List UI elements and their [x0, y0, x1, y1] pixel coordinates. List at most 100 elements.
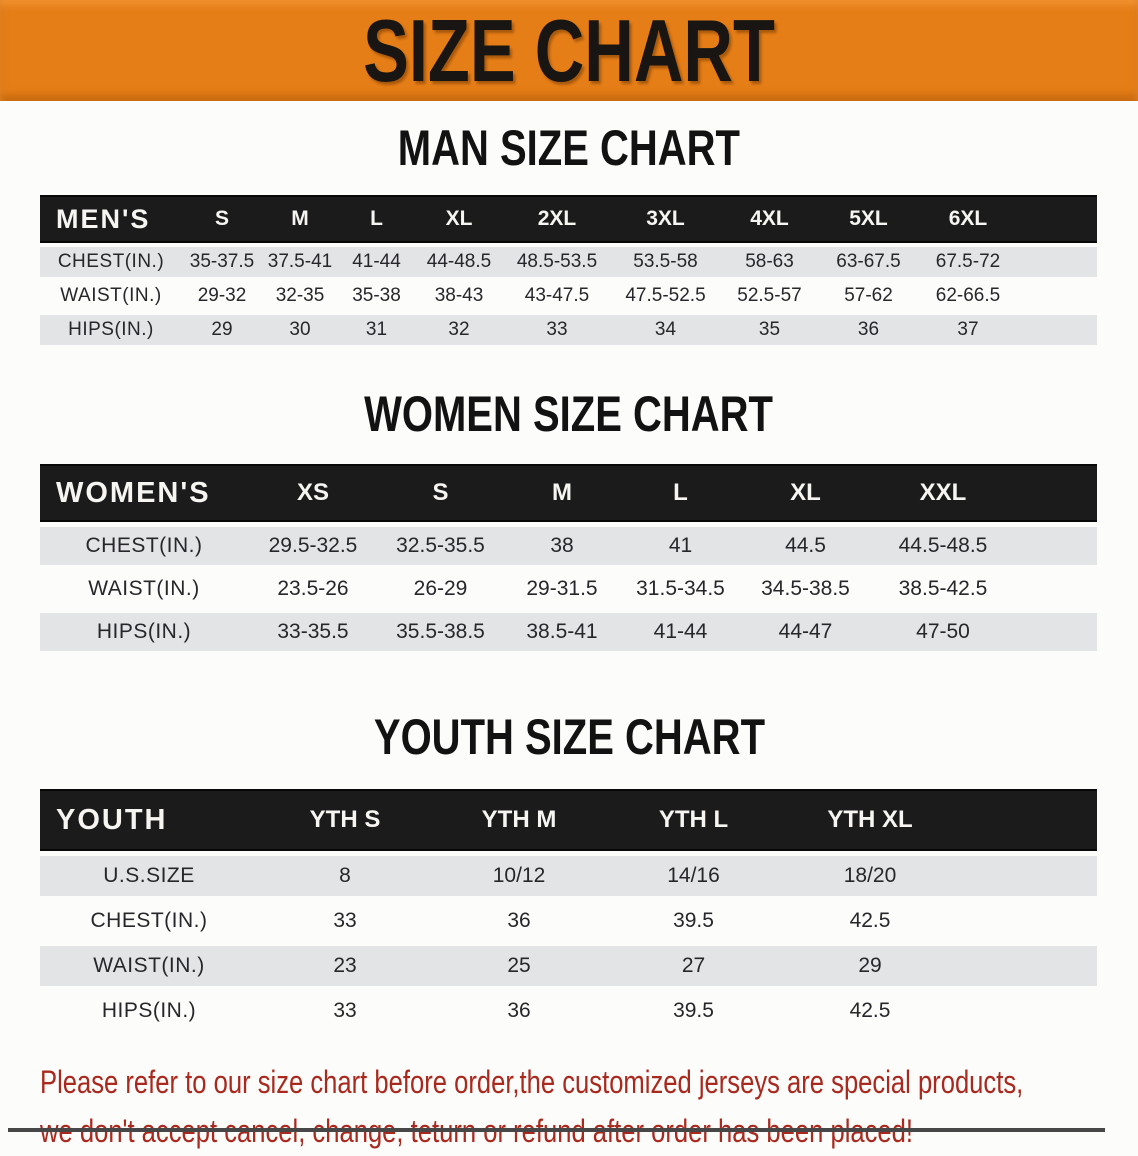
measurement-value: 44-48.5: [415, 247, 503, 277]
measurement-value: 44.5-48.5: [871, 527, 1015, 565]
women-size-table: WOMEN'S XS S M L XL XXL CHEST(IN.) 29.5-32.5 32.5…: [40, 459, 1097, 656]
size-column-header: YTH S: [258, 789, 432, 851]
size-column-header: XXL: [871, 464, 1015, 522]
measurement-value: 36: [819, 315, 918, 345]
size-column-header: L: [621, 464, 740, 522]
measurement-label: WAIST(IN.): [60, 285, 162, 306]
size-column-header: M: [503, 464, 621, 522]
row-spacer: [1015, 527, 1097, 565]
bottom-edge-bar: [8, 1128, 1105, 1132]
measurement-value: 38.5-42.5: [898, 577, 988, 600]
measurement-row: CHEST(IN.) 33 36 39.5 42.5: [40, 901, 1097, 941]
measurement-value: 39.5: [673, 909, 714, 932]
measurement-value: 33: [503, 315, 611, 345]
measurement-label: HIPS(IN.): [40, 315, 182, 345]
men-size-section: MAN SIZE CHART MEN'S S M L XL 2XL 3XL 4XL 5XL 6XL…: [0, 123, 1138, 349]
youth-size-section: YOUTH SIZE CHART YOUTH YTH S YTH M YTH L YTH…: [0, 712, 1138, 1036]
disclaimer-line-1: Please refer to our size chart before or…: [40, 1064, 1024, 1100]
measurement-value: 10/12: [432, 856, 606, 896]
measurement-value: 31: [338, 315, 415, 345]
table-category-label: MEN'S: [40, 195, 182, 243]
measurement-label: CHEST(IN.): [40, 247, 182, 277]
women-size-section: WOMEN SIZE CHART WOMEN'S XS S M L XL XXL CHEST(…: [0, 389, 1138, 656]
measurement-value: 44-47: [740, 613, 871, 651]
measurement-value: 67.5-72: [918, 247, 1018, 277]
measurement-value: 53.5-58: [611, 247, 720, 277]
measurement-value: 34: [611, 315, 720, 345]
measurement-value: 35-37.5: [182, 247, 262, 277]
size-column-header: XS: [248, 464, 378, 522]
measurement-value: 35: [720, 315, 819, 345]
measurement-value: 41-44: [621, 613, 740, 651]
measurement-value: 63-67.5: [819, 247, 918, 277]
measurement-value: 32.5-35.5: [378, 527, 503, 565]
measurement-value: 38: [503, 527, 621, 565]
size-table-header-row: WOMEN'S XS S M L XL XXL: [40, 464, 1097, 522]
measurement-label: WAIST(IN.): [40, 946, 258, 986]
size-table-header-row: MEN'S S M L XL 2XL 3XL 4XL 5XL 6XL: [40, 195, 1097, 243]
table-category-label: WOMEN'S: [40, 464, 248, 522]
measurement-value: 43-47.5: [524, 285, 590, 306]
measurement-value: 41-44: [338, 247, 415, 277]
row-spacer: [1015, 570, 1097, 608]
size-column-header: S: [182, 195, 262, 243]
row-spacer: [959, 901, 1097, 941]
size-column-header: 4XL: [720, 195, 819, 243]
row-spacer: [959, 856, 1097, 896]
measurement-value: 47-50: [871, 613, 1015, 651]
measurement-value: 8: [258, 856, 432, 896]
size-column-header: XL: [415, 195, 503, 243]
size-column-header: L: [338, 195, 415, 243]
measurement-value: 52.5-57: [737, 285, 802, 306]
size-column-header: 2XL: [503, 195, 611, 243]
measurement-value: 41: [621, 527, 740, 565]
measurement-row: HIPS(IN.) 29 30 31 32 33 34 35 36 37: [40, 315, 1097, 345]
measurement-value: 29-31.5: [526, 577, 598, 600]
measurement-value: 42.5: [849, 999, 891, 1022]
measurement-value: 26-29: [413, 577, 468, 600]
measurement-value: 33: [333, 909, 357, 932]
measurement-value: 14/16: [606, 856, 781, 896]
page-title: SIZE CHART: [363, 0, 775, 100]
men-size-table: MEN'S S M L XL 2XL 3XL 4XL 5XL 6XL CHEST(IN.) 35-37…: [40, 191, 1097, 349]
measurement-value: 30: [262, 315, 338, 345]
size-column-header: 5XL: [819, 195, 918, 243]
measurement-label: HIPS(IN.): [101, 999, 197, 1022]
row-spacer: [1018, 281, 1097, 311]
size-column-header: XL: [740, 464, 871, 522]
measurement-value: 34.5-38.5: [761, 577, 850, 600]
measurement-value: 32: [415, 315, 503, 345]
measurement-value: 33: [333, 999, 357, 1022]
measurement-value: 44.5: [740, 527, 871, 565]
size-table-header-row: YOUTH YTH S YTH M YTH L YTH XL: [40, 789, 1097, 851]
measurement-value: 37: [918, 315, 1018, 345]
measurement-value: 29: [781, 946, 959, 986]
measurement-value: 35-38: [352, 285, 401, 306]
measurement-value: 42.5: [849, 909, 891, 932]
measurement-label: U.S.SIZE: [40, 856, 258, 896]
size-column-header: YTH XL: [781, 789, 959, 851]
row-spacer: [1018, 315, 1097, 345]
measurement-row: CHEST(IN.) 29.5-32.5 32.5-35.5 38 41 44.5 44.5…: [40, 527, 1097, 565]
youth-section-title: YOUTH SIZE CHART: [373, 709, 765, 765]
measurement-value: 18/20: [781, 856, 959, 896]
header-spacer: [1018, 195, 1097, 243]
measurement-row: CHEST(IN.) 35-37.5 37.5-41 41-44 44-48.5 48.5…: [40, 247, 1097, 277]
measurement-value: 23: [258, 946, 432, 986]
row-spacer: [959, 991, 1097, 1031]
measurement-value: 31.5-34.5: [636, 577, 725, 600]
measurement-row: WAIST(IN.) 23.5-26 26-29 29-31.5 31.5-34.5 34…: [40, 570, 1097, 608]
disclaimer-text: Please refer to our size chart before or…: [40, 1058, 1138, 1156]
table-category-label: YOUTH: [40, 789, 258, 851]
measurement-value: 47.5-52.5: [625, 285, 706, 306]
measurement-value: 58-63: [720, 247, 819, 277]
measurement-value: 36: [507, 909, 531, 932]
size-column-header: M: [262, 195, 338, 243]
youth-size-table: YOUTH YTH S YTH M YTH L YTH XL U.S.SIZE 8 10/12…: [40, 784, 1097, 1036]
measurement-value: 38-43: [434, 285, 484, 306]
measurement-value: 25: [432, 946, 606, 986]
measurement-value: 23.5-26: [277, 577, 349, 600]
header-spacer: [959, 789, 1097, 851]
row-spacer: [1018, 247, 1097, 277]
